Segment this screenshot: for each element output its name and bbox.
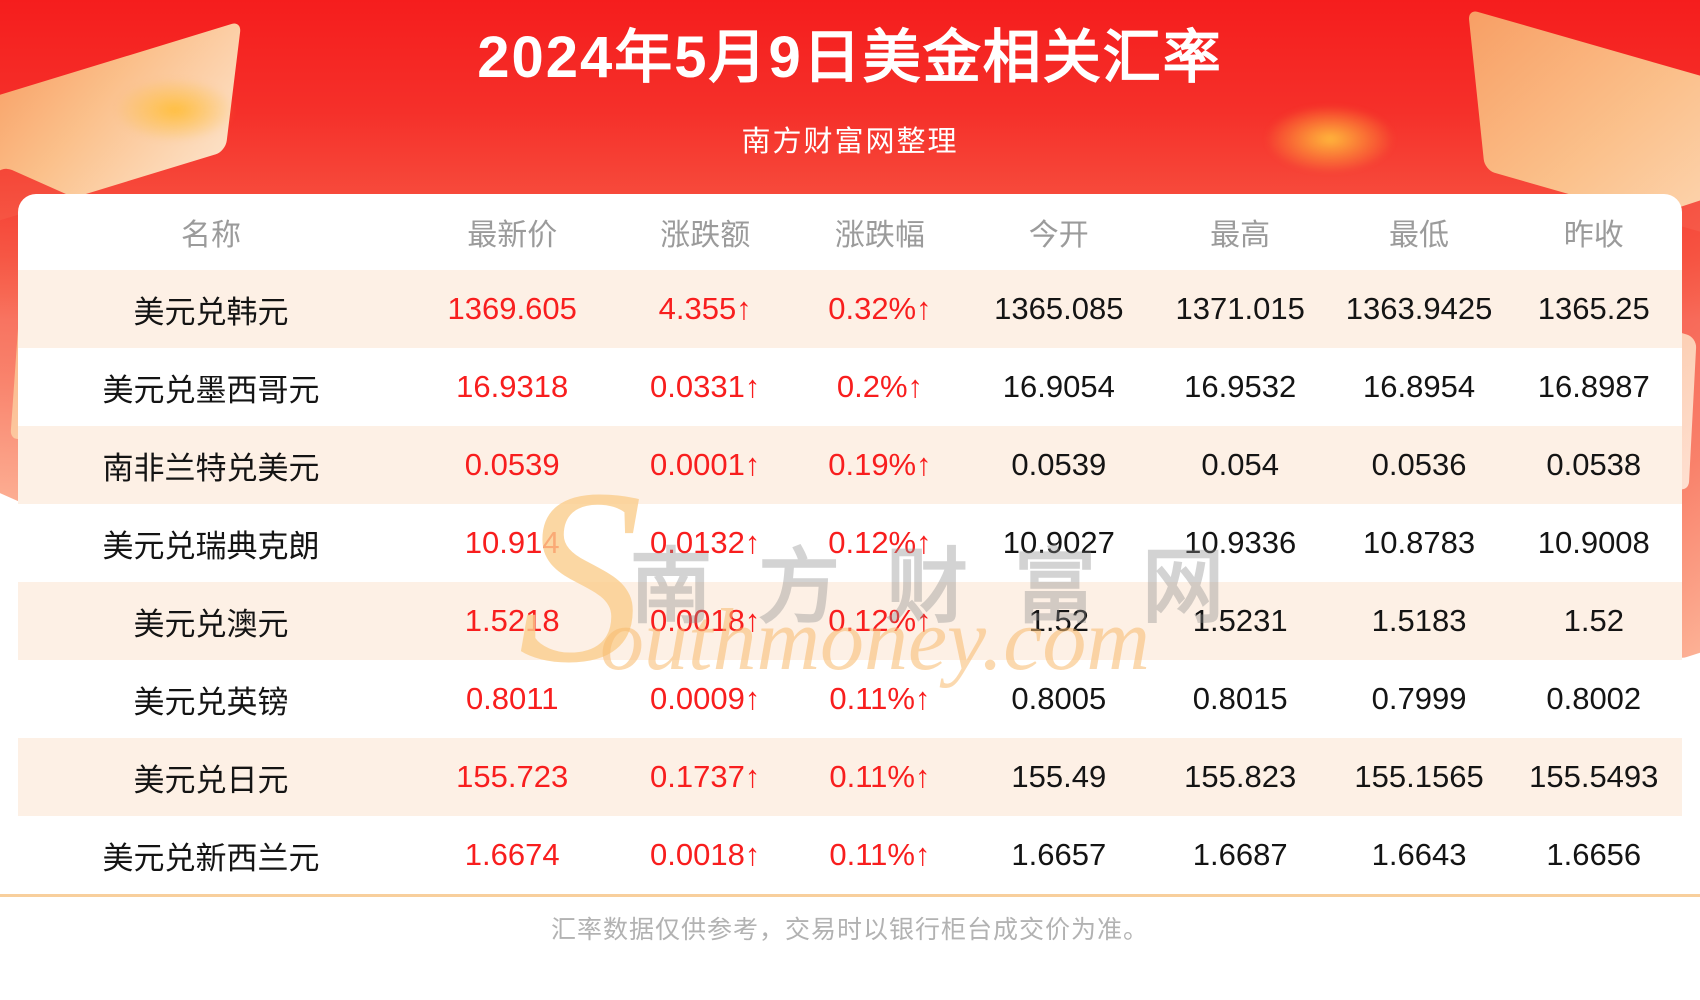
cell-low: 10.8783: [1363, 525, 1476, 560]
cell-latest: 10.914: [464, 525, 560, 560]
cell-change-pct: 0.11%↑: [829, 837, 931, 872]
cell-pair-name: 美元兑墨西哥元: [102, 372, 320, 408]
table-row: 美元兑澳元 1.5218 0.0018↑ 0.12%↑ 1.52 1.5231 …: [18, 582, 1682, 660]
cell-low: 0.7999: [1371, 681, 1467, 716]
cell-high: 10.9336: [1184, 525, 1297, 560]
column-header: 最高: [1210, 219, 1271, 252]
page-subtitle: 南方财富网整理: [741, 126, 959, 158]
column-header: 最新价: [467, 219, 558, 252]
column-header: 名称: [181, 219, 242, 252]
cell-high: 16.9532: [1184, 369, 1297, 404]
cell-change: 0.0018↑: [650, 603, 761, 638]
cell-latest: 1369.605: [447, 291, 577, 326]
cell-pair-name: 美元兑日元: [133, 762, 289, 798]
cell-latest: 16.9318: [456, 369, 569, 404]
cell-change: 0.0009↑: [650, 681, 761, 716]
cell-latest: 1.6674: [464, 837, 560, 872]
cell-low: 1363.9425: [1345, 291, 1493, 326]
table-row: 南非兰特兑美元 0.0539 0.0001↑ 0.19%↑ 0.0539 0.0…: [18, 426, 1682, 504]
table-body: 美元兑韩元 1369.605 4.355↑ 0.32%↑ 1365.085 13…: [18, 270, 1682, 894]
cell-change-pct: 0.12%↑: [828, 603, 932, 638]
cell-change-pct: 0.12%↑: [828, 525, 932, 560]
table-row: 美元兑英镑 0.8011 0.0009↑ 0.11%↑ 0.8005 0.801…: [18, 660, 1682, 738]
cell-latest: 0.0539: [464, 447, 560, 482]
cell-change-pct: 0.11%↑: [829, 759, 931, 794]
table-row: 美元兑日元 155.723 0.1737↑ 0.11%↑ 155.49 155.…: [18, 738, 1682, 816]
cell-open: 1365.085: [994, 291, 1124, 326]
cell-open: 155.49: [1011, 759, 1107, 794]
table-row: 美元兑墨西哥元 16.9318 0.0331↑ 0.2%↑ 16.9054 16…: [18, 348, 1682, 426]
cell-high: 1.5231: [1192, 603, 1288, 638]
cell-prev-close: 0.8002: [1546, 681, 1642, 716]
cell-change: 0.0132↑: [650, 525, 761, 560]
cell-low: 0.0536: [1371, 447, 1467, 482]
cell-prev-close: 0.0538: [1546, 447, 1642, 482]
cell-low: 155.1565: [1354, 759, 1484, 794]
cell-pair-name: 美元兑新西兰元: [102, 840, 320, 876]
column-header: 今开: [1028, 219, 1089, 252]
cell-pair-name: 美元兑英镑: [133, 684, 289, 720]
cell-prev-close: 1.52: [1563, 603, 1624, 638]
cell-prev-close: 1.6656: [1546, 837, 1642, 872]
cell-open: 16.9054: [1002, 369, 1115, 404]
table-row: 美元兑新西兰元 1.6674 0.0018↑ 0.11%↑ 1.6657 1.6…: [18, 816, 1682, 894]
cell-latest: 0.8011: [465, 681, 559, 716]
column-header: 涨跌幅: [834, 219, 925, 252]
cell-change: 4.355↑: [658, 291, 752, 326]
column-header: 昨收: [1563, 219, 1624, 252]
cell-pair-name: 美元兑瑞典克朗: [102, 528, 320, 564]
cell-latest: 155.723: [456, 759, 569, 794]
cell-change: 0.1737↑: [650, 759, 761, 794]
cell-change-pct: 0.19%↑: [828, 447, 932, 482]
exchange-rates-table: 名称 最新价 涨跌额 涨跌幅 今开 最高 最低 昨收 美元兑韩元 1369.605 4.355…: [18, 194, 1682, 894]
table-row: 美元兑韩元 1369.605 4.355↑ 0.32%↑ 1365.085 13…: [18, 270, 1682, 348]
cell-pair-name: 南非兰特兑美元: [102, 450, 320, 486]
cell-pair-name: 美元兑韩元: [133, 294, 289, 330]
column-header: 最低: [1389, 219, 1450, 252]
table-header-row: 名称 最新价 涨跌额 涨跌幅 今开 最高 最低 昨收: [18, 194, 1682, 270]
cell-pair-name: 美元兑澳元: [133, 606, 289, 642]
cell-high: 1371.015: [1175, 291, 1305, 326]
cell-high: 0.8015: [1192, 681, 1288, 716]
cell-open: 0.0539: [1011, 447, 1107, 482]
cell-change-pct: 0.2%↑: [836, 369, 924, 404]
footer-divider: [0, 894, 1700, 897]
cell-high: 1.6687: [1192, 837, 1288, 872]
table-row: 美元兑瑞典克朗 10.914 0.0132↑ 0.12%↑ 10.9027 10…: [18, 504, 1682, 582]
cell-prev-close: 1365.25: [1537, 291, 1650, 326]
cell-change: 0.0331↑: [650, 369, 761, 404]
cell-prev-close: 10.9008: [1537, 525, 1650, 560]
cell-open: 1.6657: [1011, 837, 1107, 872]
cell-high: 0.054: [1201, 447, 1279, 482]
cell-low: 1.6643: [1371, 837, 1467, 872]
cell-change: 0.0001↑: [650, 447, 761, 482]
cell-open: 0.8005: [1011, 681, 1107, 716]
cell-change-pct: 0.32%↑: [828, 291, 932, 326]
cell-latest: 1.5218: [464, 603, 560, 638]
cell-high: 155.823: [1184, 759, 1297, 794]
cell-change-pct: 0.11%↑: [829, 681, 931, 716]
cell-prev-close: 16.8987: [1537, 369, 1650, 404]
page-title: 2024年5月9日美金相关汇率: [477, 25, 1223, 90]
cell-low: 1.5183: [1371, 603, 1467, 638]
cell-change: 0.0018↑: [650, 837, 761, 872]
cell-low: 16.8954: [1363, 369, 1476, 404]
cell-prev-close: 155.5493: [1529, 759, 1659, 794]
cell-open: 10.9027: [1002, 525, 1115, 560]
column-header: 涨跌额: [660, 219, 751, 252]
cell-open: 1.52: [1028, 603, 1089, 638]
footer-disclaimer: 汇率数据仅供参考，交易时以银行柜台成交价为准。: [550, 916, 1149, 944]
